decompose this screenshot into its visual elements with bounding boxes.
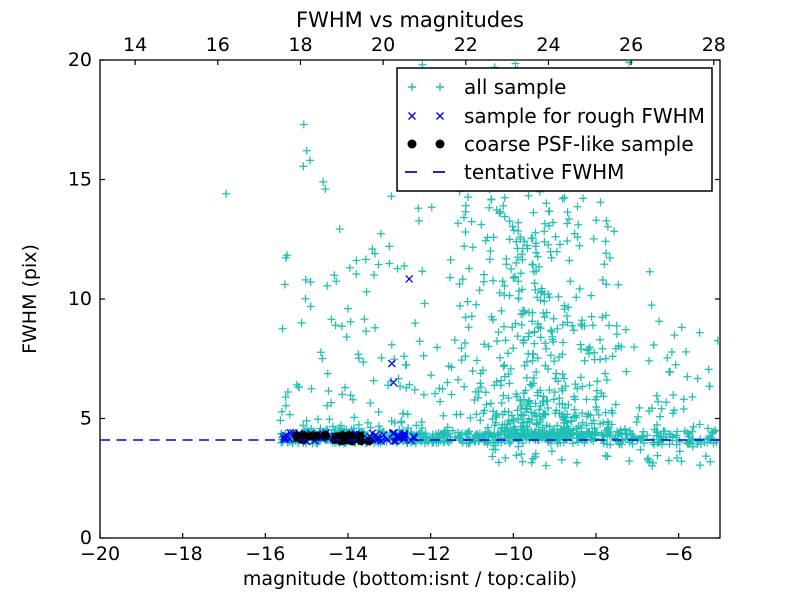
- legend: all sample sample for rough FWHM coarse …: [396, 67, 713, 192]
- legend-label: all sample: [464, 75, 566, 99]
- scatter-series-coarse-PSF-like-sample: [292, 430, 374, 446]
- x-tick-label: −16: [245, 543, 285, 565]
- y-tick-label: 5: [80, 408, 92, 430]
- plus-marker-icon: [408, 83, 444, 91]
- x-tick-label: −8: [582, 543, 610, 565]
- legend-entry-all-sample: all sample: [408, 75, 566, 99]
- dot-marker-icon: [435, 139, 445, 149]
- legend-box: [396, 67, 713, 192]
- x-tick-label: −20: [80, 543, 120, 565]
- y-axis-label: FWHM (pix): [19, 244, 41, 354]
- top-tick-label: 14: [123, 34, 147, 56]
- y-tick-label: 10: [68, 288, 92, 310]
- legend-label: sample for rough FWHM: [464, 104, 705, 128]
- x-marker-icon: [408, 112, 444, 120]
- legend-entry-rough-fwhm: sample for rough FWHM: [408, 104, 705, 128]
- top-tick-label: 24: [536, 34, 560, 56]
- y-tick-label: 20: [68, 49, 92, 71]
- legend-entry-psf-sample: coarse PSF-like sample: [407, 132, 694, 156]
- y-tick-label: 0: [80, 527, 92, 549]
- x-tick-label: −14: [328, 543, 368, 565]
- top-tick-label: 18: [288, 34, 312, 56]
- x-tick-label: −12: [411, 543, 451, 565]
- legend-label: tentative FWHM: [464, 160, 624, 184]
- scatter-layer: [222, 60, 720, 470]
- top-tick-label: 26: [619, 34, 643, 56]
- chart-title: FWHM vs magnitudes: [296, 8, 524, 32]
- axis-ticks-layer: −20 −18 −16 −14 −12 −10 −8 −6 14 16 18 20 22 24 26 28 0 5…: [68, 34, 726, 565]
- top-tick-label: 28: [702, 34, 726, 56]
- dot-marker-icon: [407, 139, 417, 149]
- top-tick-label: 16: [206, 34, 230, 56]
- top-tick-label: 20: [371, 34, 395, 56]
- y-tick-label: 15: [68, 169, 92, 191]
- legend-label: coarse PSF-like sample: [464, 132, 694, 156]
- x-tick-label: −6: [665, 543, 693, 565]
- x-axis-label: magnitude (bottom:isnt / top:calib): [243, 568, 577, 590]
- top-tick-label: 22: [454, 34, 478, 56]
- x-tick-label: −10: [493, 543, 533, 565]
- legend-entry-tentative-fwhm: tentative FWHM: [405, 160, 624, 184]
- x-tick-label: −18: [163, 543, 203, 565]
